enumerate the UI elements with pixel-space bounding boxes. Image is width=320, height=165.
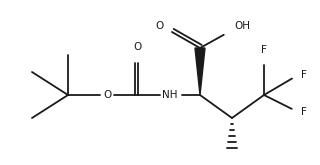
- Polygon shape: [195, 48, 205, 95]
- Text: F: F: [301, 70, 307, 80]
- Text: O: O: [134, 42, 142, 52]
- Text: F: F: [301, 107, 307, 117]
- Text: NH: NH: [162, 90, 178, 100]
- Text: F: F: [261, 45, 267, 55]
- Text: OH: OH: [234, 21, 250, 31]
- Text: O: O: [156, 21, 164, 31]
- Text: O: O: [103, 90, 111, 100]
